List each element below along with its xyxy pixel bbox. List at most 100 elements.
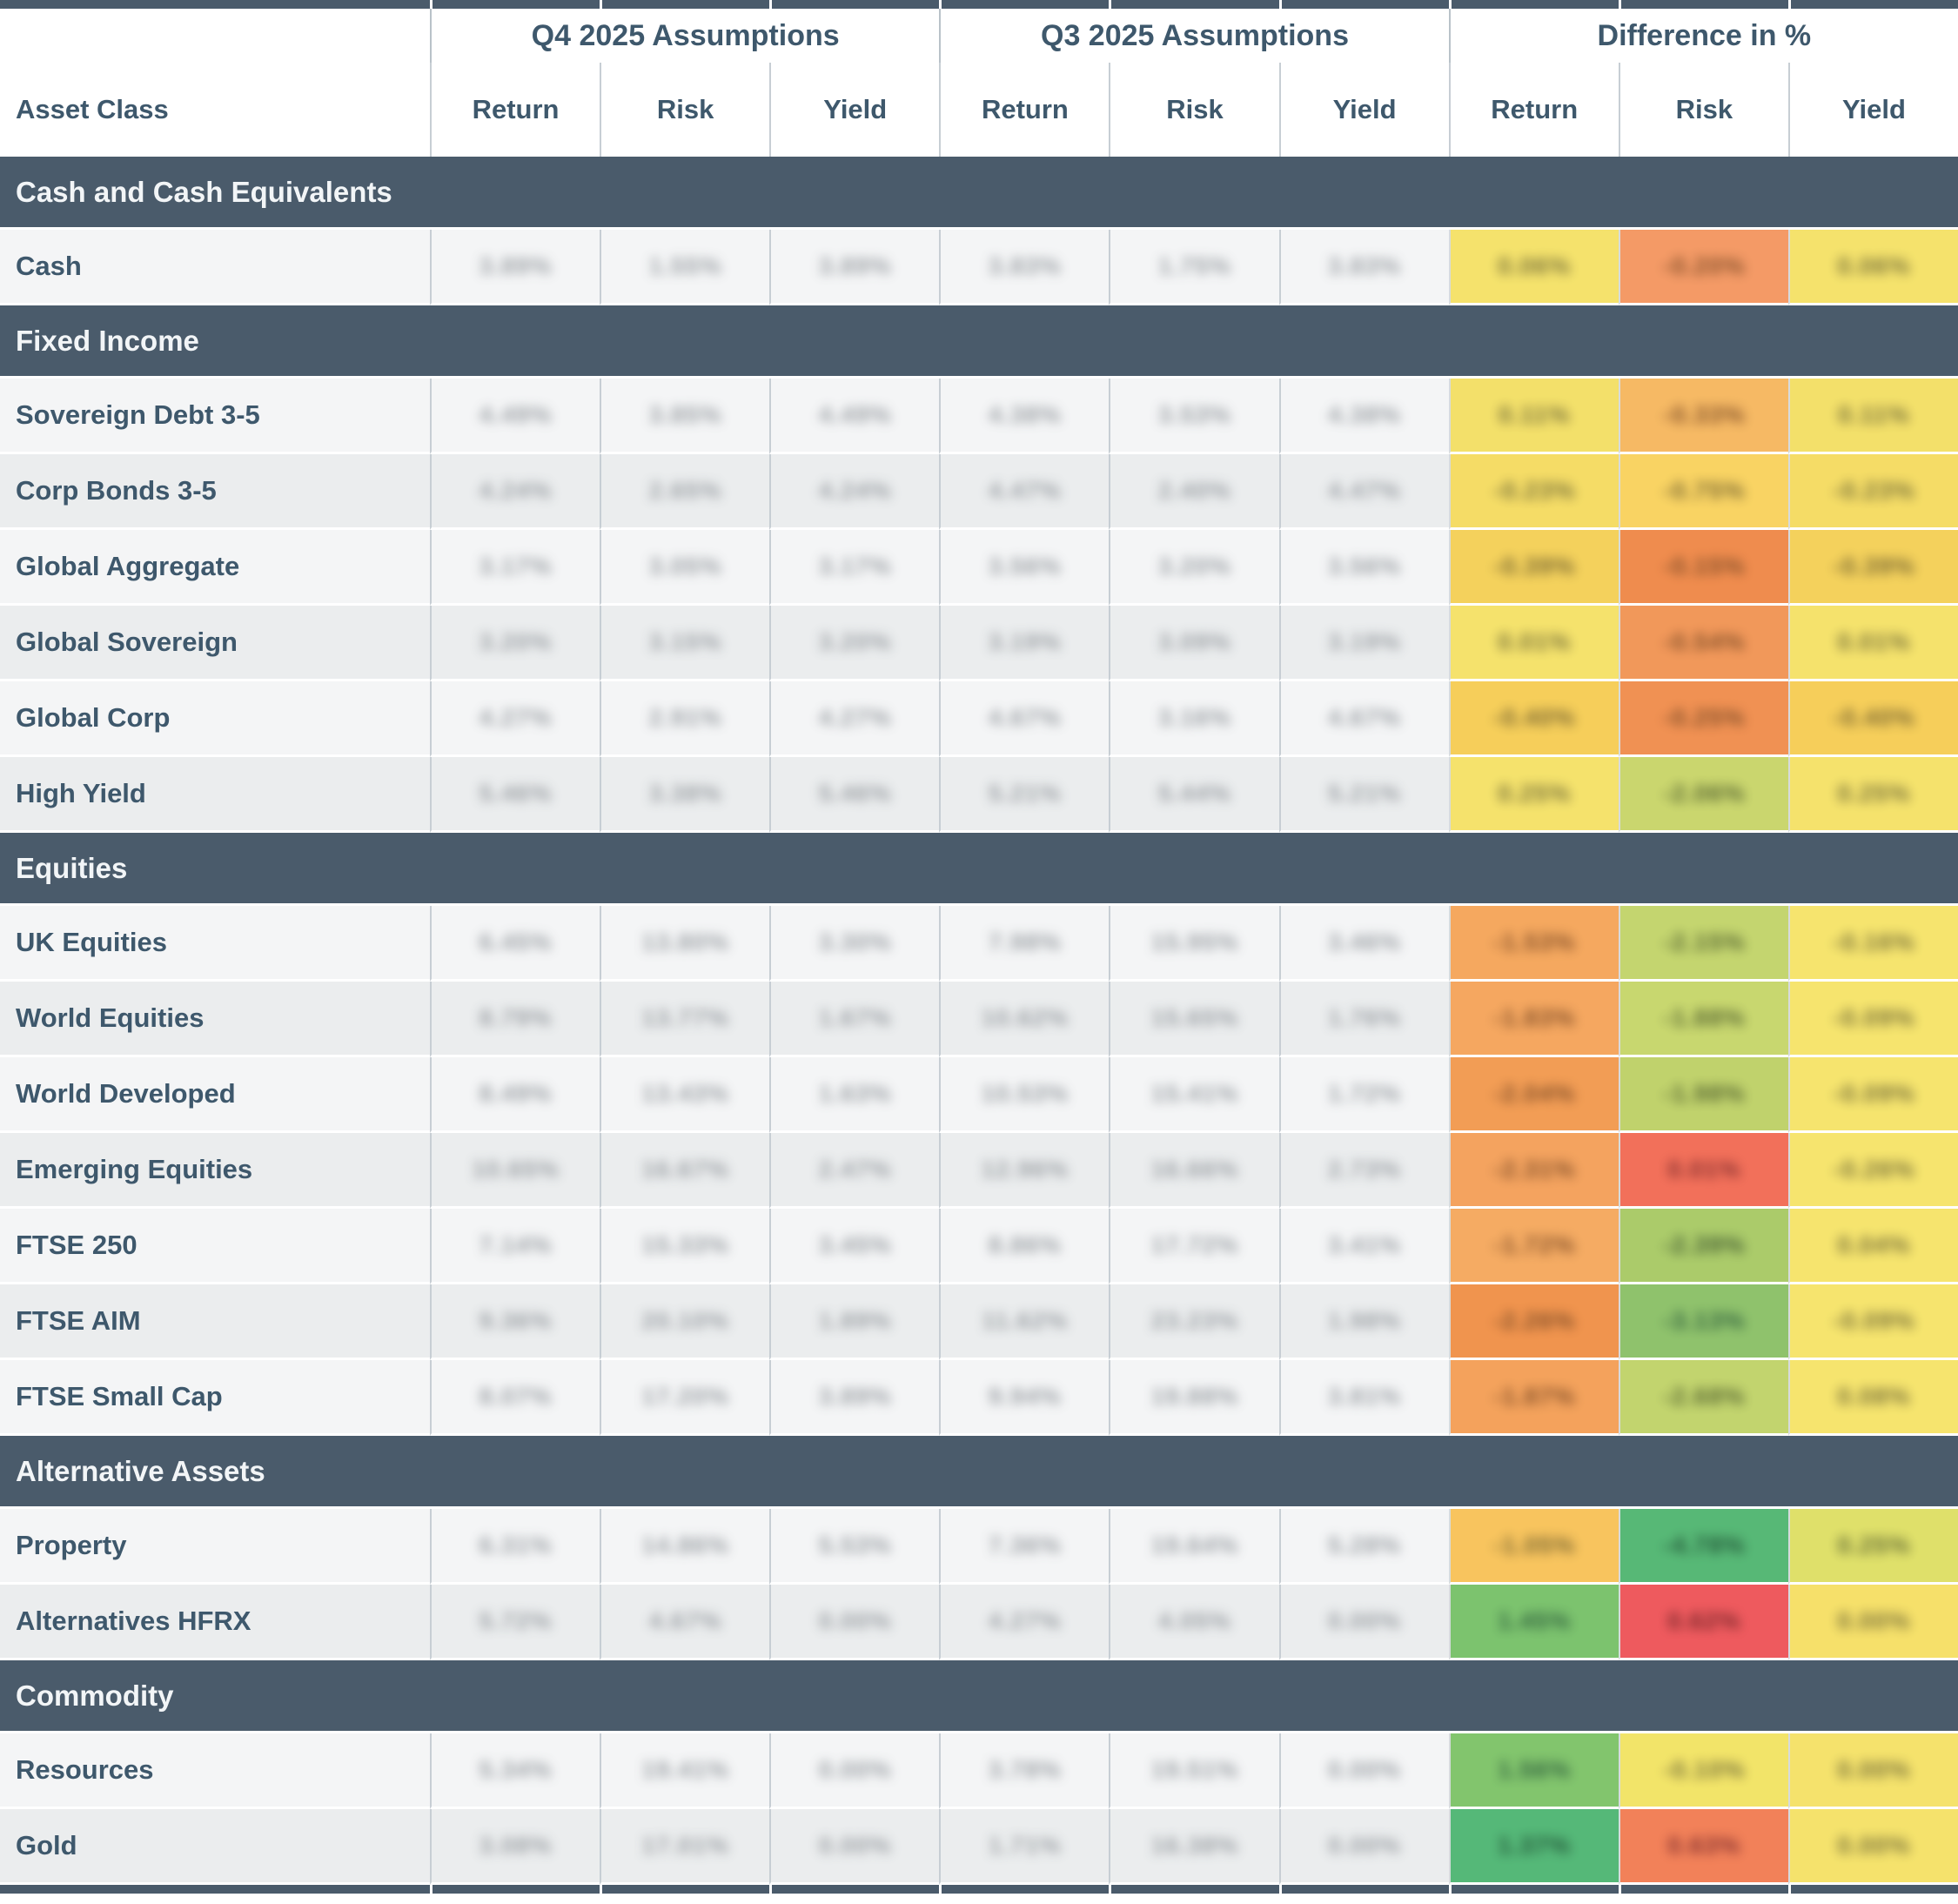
obscured-diff-text: -0.39% xyxy=(1833,553,1915,580)
diff-value: -4.78% xyxy=(1618,1509,1788,1585)
obscured-value-text: 10.62% xyxy=(981,1004,1070,1031)
diff-value: 1.37% xyxy=(1448,1809,1619,1885)
obscured-diff-text: -4.78% xyxy=(1662,1532,1746,1559)
assumption-value: 11.62% xyxy=(939,1284,1110,1360)
asset-label: FTSE Small Cap xyxy=(0,1360,430,1436)
asset-label: FTSE 250 xyxy=(0,1209,430,1284)
obscured-value-text: 4.24% xyxy=(818,477,892,504)
obscured-value-text: 5.21% xyxy=(1327,780,1402,807)
obscured-value-text: 4.47% xyxy=(1327,477,1402,504)
obscured-value-text: 19.64% xyxy=(1150,1532,1239,1559)
assumption-value: 3.89% xyxy=(430,230,600,305)
assumption-value: 3.05% xyxy=(600,530,770,606)
obscured-value-text: 2.65% xyxy=(648,477,722,504)
assumption-value: 19.41% xyxy=(600,1733,770,1809)
assumption-value: 0.00% xyxy=(769,1733,940,1809)
obscured-value-text: 4.67% xyxy=(988,704,1063,731)
bottom-accent-bar-segment xyxy=(1787,1885,1958,1894)
section-band: Equities xyxy=(0,833,1958,906)
assumption-value: 4.38% xyxy=(939,379,1110,454)
diff-value: -3.13% xyxy=(1618,1284,1788,1360)
assumption-value: 4.24% xyxy=(769,454,940,530)
obscured-value-text: 11.62% xyxy=(982,1307,1069,1334)
obscured-value-text: 3.20% xyxy=(1157,553,1232,580)
assumption-value: 5.34% xyxy=(430,1733,600,1809)
diff-value: -2.39% xyxy=(1618,1209,1788,1284)
assumption-value: 1.89% xyxy=(769,1284,940,1360)
obscured-value-text: 3.30% xyxy=(818,929,892,955)
obscured-value-text: 3.78% xyxy=(988,1756,1063,1783)
diff-value: -1.53% xyxy=(1448,906,1619,982)
obscured-value-text: 3.08% xyxy=(479,1832,553,1859)
assumption-value: 1.71% xyxy=(939,1809,1110,1885)
diff-value: -2.68% xyxy=(1618,1360,1788,1436)
obscured-value-text: 4.38% xyxy=(988,401,1063,428)
diff-value: 0.00% xyxy=(1787,1733,1958,1809)
obscured-value-text: 17.20% xyxy=(641,1383,730,1410)
assumption-value: 6.31% xyxy=(430,1509,600,1585)
obscured-value-text: 3.19% xyxy=(1327,628,1402,655)
obscured-value-text: 15.41% xyxy=(1150,1080,1239,1107)
obscured-value-text: 3.17% xyxy=(479,553,553,580)
assumption-value: 9.94% xyxy=(939,1360,1110,1436)
obscured-value-text: 6.31% xyxy=(479,1532,553,1559)
assumption-value: 19.64% xyxy=(1109,1509,1279,1585)
assumption-value: 8.86% xyxy=(939,1209,1110,1284)
column-header-q4-return: Return xyxy=(430,63,600,157)
obscured-diff-text: -0.09% xyxy=(1833,1307,1915,1334)
asset-label: Global Sovereign xyxy=(0,606,430,681)
obscured-value-text: 5.28% xyxy=(1327,1532,1402,1559)
obscured-diff-text: -0.33% xyxy=(1662,401,1746,428)
diff-value: -2.06% xyxy=(1618,757,1788,833)
diff-value: 0.62% xyxy=(1618,1585,1788,1660)
diff-value: -1.05% xyxy=(1448,1509,1619,1585)
obscured-value-text: 3.05% xyxy=(648,553,722,580)
assumption-value: 15.33% xyxy=(600,1209,770,1284)
obscured-diff-text: 0.00% xyxy=(1837,1832,1911,1859)
column-header-q4-yield: Yield xyxy=(769,63,940,157)
assumption-value: 1.55% xyxy=(600,230,770,305)
assumption-value: 7.14% xyxy=(430,1209,600,1284)
assumption-value: 3.19% xyxy=(1278,606,1449,681)
obscured-diff-text: -1.83% xyxy=(1492,1004,1576,1031)
asset-label: High Yield xyxy=(0,757,430,833)
obscured-diff-text: -3.13% xyxy=(1662,1307,1746,1334)
obscured-value-text: 4.27% xyxy=(818,704,892,731)
assumption-value: 5.72% xyxy=(430,1585,600,1660)
bottom-accent-bar-segment xyxy=(1278,1885,1449,1894)
assumption-value: 3.30% xyxy=(769,906,940,982)
asset-label: World Developed xyxy=(0,1057,430,1133)
diff-value: 0.11% xyxy=(1787,379,1958,454)
obscured-diff-text: -0.09% xyxy=(1833,1080,1915,1107)
assumption-value: 8.79% xyxy=(430,982,600,1057)
assumption-value: 4.47% xyxy=(1278,454,1449,530)
assumption-value: 3.45% xyxy=(769,1209,940,1284)
asset-label: Resources xyxy=(0,1733,430,1809)
assumption-value: 20.10% xyxy=(600,1284,770,1360)
obscured-value-text: 7.14% xyxy=(479,1231,553,1258)
column-header-q4-risk: Risk xyxy=(600,63,770,157)
assumption-value: 6.45% xyxy=(430,906,600,982)
top-accent-bar-segment xyxy=(0,0,430,9)
assumption-value: 4.47% xyxy=(939,454,1110,530)
top-accent-bar-segment xyxy=(1278,0,1449,9)
diff-value: -0.10% xyxy=(1618,1733,1788,1809)
column-header-diff-yield: Yield xyxy=(1787,63,1958,157)
obscured-value-text: 3.20% xyxy=(479,628,553,655)
obscured-value-text: 1.63% xyxy=(818,1080,892,1107)
section-band: Commodity xyxy=(0,1660,1958,1733)
obscured-value-text: 3.41% xyxy=(1327,1231,1402,1258)
diff-value: -1.87% xyxy=(1448,1360,1619,1436)
assumption-value: 7.36% xyxy=(939,1509,1110,1585)
obscured-value-text: 0.00% xyxy=(1327,1607,1402,1634)
obscured-value-text: 2.73% xyxy=(1327,1156,1402,1183)
assumption-value: 4.27% xyxy=(430,681,600,757)
obscured-diff-text: -1.98% xyxy=(1662,1080,1746,1107)
obscured-diff-text: 1.37% xyxy=(1498,1832,1572,1859)
assumption-value: 2.91% xyxy=(600,681,770,757)
column-header-diff-risk: Risk xyxy=(1618,63,1788,157)
diff-value: -1.83% xyxy=(1448,982,1619,1057)
diff-value: -0.39% xyxy=(1448,530,1619,606)
obscured-value-text: 9.94% xyxy=(988,1383,1063,1410)
diff-value: 0.01% xyxy=(1618,1133,1788,1209)
